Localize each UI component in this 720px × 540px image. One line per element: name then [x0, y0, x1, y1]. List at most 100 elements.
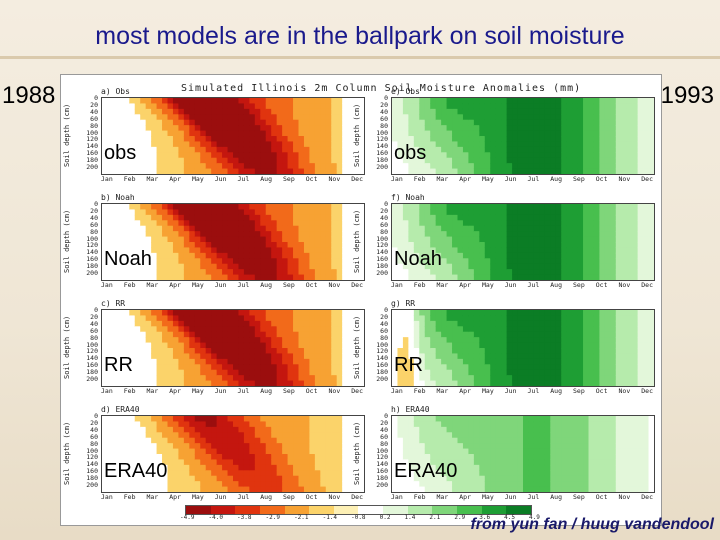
contour-cell — [222, 130, 229, 137]
contour-cell — [112, 454, 119, 461]
contour-cell — [528, 326, 535, 333]
contour-cell — [331, 157, 338, 164]
contour-cell — [637, 342, 644, 349]
contour-cell — [353, 464, 360, 471]
contour-cell — [216, 204, 223, 211]
contour-cell — [626, 380, 633, 386]
contour-cell — [561, 242, 568, 249]
contour-cell — [254, 342, 261, 349]
contour-cell — [544, 242, 551, 249]
contour-cell — [577, 252, 584, 259]
contour-cell — [397, 146, 404, 153]
contour-cell — [156, 380, 163, 386]
contour-cell — [610, 242, 617, 249]
contour-cell — [205, 342, 212, 349]
contour-cell — [216, 119, 223, 126]
contour-cell — [593, 163, 601, 170]
contour-cell — [347, 168, 354, 174]
contour-cell — [271, 225, 278, 232]
contour-cell — [648, 163, 654, 170]
contour-cell — [260, 108, 267, 115]
contour-cell — [577, 119, 584, 126]
contour-cell — [583, 364, 590, 371]
contour-cell — [347, 315, 354, 322]
contour-cell — [610, 326, 617, 333]
contour-cell — [347, 454, 354, 461]
contour-cell — [392, 481, 399, 488]
contour-cell — [249, 152, 256, 159]
contour-cell — [512, 310, 519, 317]
contour-cell — [112, 464, 119, 471]
contour-cell — [473, 348, 480, 355]
contour-cell — [501, 168, 508, 174]
contour-cell — [610, 258, 617, 265]
contour-cell — [200, 331, 207, 338]
contour-cell — [523, 136, 530, 143]
contour-cell — [260, 168, 267, 174]
contour-cell — [550, 242, 557, 249]
contour-cell — [112, 353, 119, 360]
contour-cell — [473, 380, 480, 386]
contour-cell — [495, 247, 502, 254]
contour-cell — [303, 168, 311, 174]
contour-cell — [402, 209, 409, 216]
contour-cell — [200, 146, 207, 153]
contour-cell — [167, 464, 174, 471]
contour-cell — [523, 258, 530, 265]
contour-cell — [539, 252, 546, 259]
contour-cell — [227, 258, 234, 265]
contour-cell — [145, 331, 152, 338]
contour-cell — [632, 108, 639, 115]
contour-cell — [533, 236, 540, 243]
panel-tag: g) RR — [391, 299, 416, 308]
contour-cell — [107, 348, 114, 355]
contour-cell — [233, 486, 240, 492]
contour-cell — [533, 353, 540, 360]
contour-cell — [495, 326, 502, 333]
contour-cell — [243, 464, 250, 471]
contour-cell — [178, 416, 185, 423]
contour-cell — [588, 163, 595, 170]
contour-cell — [550, 269, 557, 276]
contour-cell — [123, 475, 130, 482]
month-tick: Feb — [123, 281, 136, 289]
contour-cell — [178, 315, 185, 322]
contour-cell — [593, 274, 601, 280]
contour-cell — [309, 204, 316, 211]
contour-cell — [216, 331, 223, 338]
contour-cell — [495, 274, 502, 280]
contour-cell — [271, 247, 278, 254]
contour-cell — [539, 342, 546, 349]
contour-cell — [249, 348, 256, 355]
contour-cell — [490, 209, 497, 216]
contour-cell — [249, 443, 256, 450]
contour-cell — [243, 103, 250, 110]
contour-cell — [107, 214, 114, 221]
contour-cell — [336, 204, 343, 211]
contour-cell — [626, 163, 633, 170]
contour-cell — [358, 437, 364, 444]
contour-cell — [167, 443, 174, 450]
contour-cell — [205, 114, 212, 121]
contour-cell — [227, 364, 234, 371]
contour-cell — [271, 146, 278, 153]
contour-cell — [151, 214, 158, 221]
contour-cell — [112, 437, 119, 444]
contour-cell — [550, 98, 557, 105]
contour-cell — [107, 337, 114, 344]
contour-cell — [112, 475, 119, 482]
contour-cell — [282, 108, 289, 115]
contour-cell — [134, 470, 141, 477]
depth-tick: 60 — [90, 432, 98, 441]
contour-cell — [452, 337, 459, 344]
contour-cell — [145, 454, 152, 461]
contour-cell — [151, 220, 158, 227]
contour-cell — [446, 252, 453, 259]
contour-cell — [118, 432, 125, 439]
contour-cell — [577, 220, 584, 227]
contour-cell — [468, 114, 475, 121]
contour-cell — [183, 157, 190, 164]
contour-cell — [151, 125, 158, 132]
contour-cell — [637, 98, 644, 105]
depth-tick: 40 — [380, 319, 388, 328]
